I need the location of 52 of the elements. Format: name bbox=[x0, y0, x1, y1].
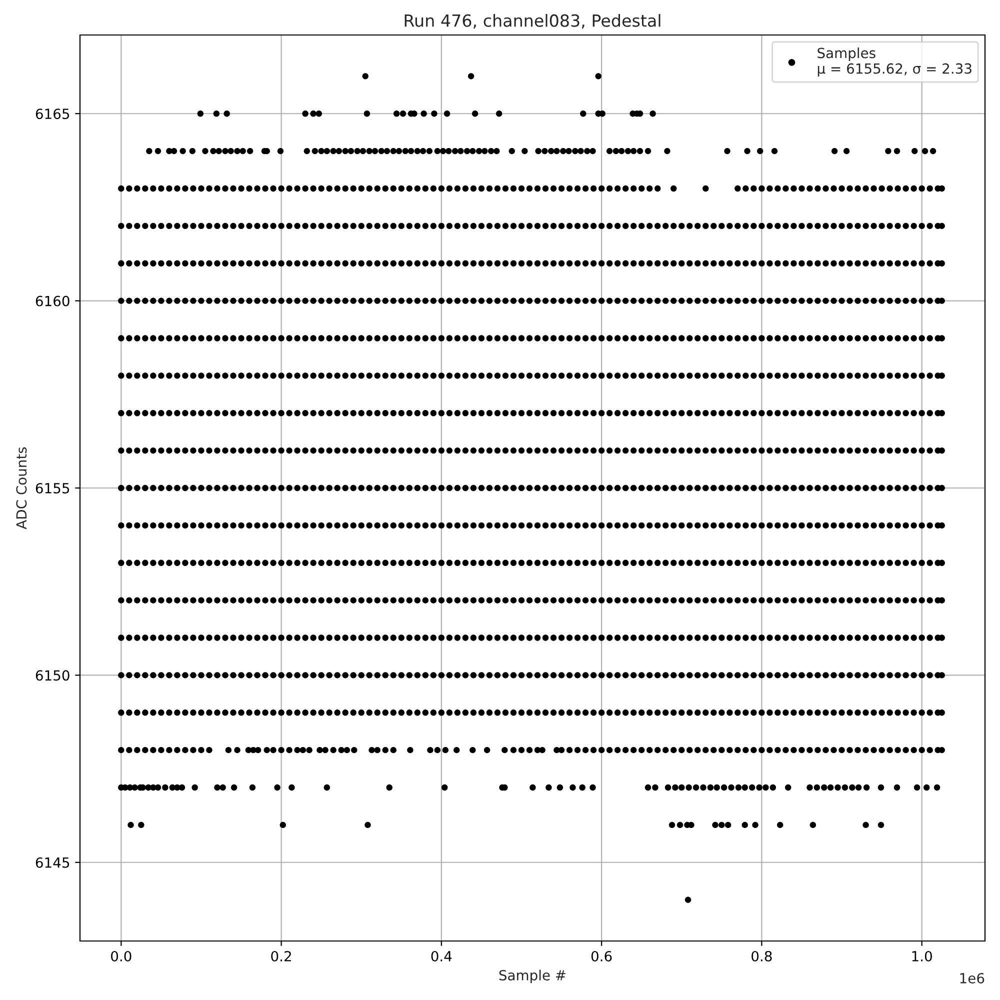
point bbox=[472, 110, 478, 117]
point bbox=[688, 822, 694, 828]
chart-title: Run 476, channel083, Pedestal bbox=[404, 14, 660, 29]
point bbox=[393, 110, 400, 117]
point bbox=[595, 73, 602, 80]
point bbox=[777, 822, 784, 828]
y-tick-label: 6150 bbox=[36, 670, 70, 681]
point bbox=[128, 822, 134, 828]
x-tick-label: 0.0 bbox=[111, 950, 132, 962]
point bbox=[420, 110, 427, 117]
point bbox=[362, 73, 368, 80]
point bbox=[224, 110, 230, 117]
x-tick-label: 0.8 bbox=[752, 950, 772, 962]
point bbox=[310, 110, 316, 117]
point bbox=[364, 822, 371, 828]
point bbox=[810, 822, 816, 828]
point bbox=[580, 110, 586, 117]
point bbox=[280, 822, 286, 828]
x-axis-title: Sample # bbox=[499, 970, 566, 984]
legend-label: Samples μ = 6155.62, σ = 2.33 bbox=[818, 48, 972, 76]
point bbox=[878, 822, 884, 828]
x-tick-label: 0.2 bbox=[271, 950, 291, 962]
y-tick-label: 6145 bbox=[36, 857, 70, 868]
text: 1e6 bbox=[960, 972, 984, 984]
point bbox=[316, 110, 322, 117]
point bbox=[862, 822, 869, 828]
point bbox=[364, 110, 370, 117]
point bbox=[431, 110, 438, 117]
x-tick-label: 1.0 bbox=[912, 950, 932, 962]
point bbox=[400, 110, 406, 117]
x-tick-label: 0.4 bbox=[431, 950, 452, 962]
point bbox=[712, 822, 718, 828]
point bbox=[468, 73, 474, 80]
y-tick-label: 6155 bbox=[36, 482, 70, 494]
point bbox=[752, 822, 758, 828]
point bbox=[684, 896, 692, 903]
point bbox=[444, 110, 450, 117]
point bbox=[138, 822, 144, 828]
y-tick-label: 6165 bbox=[36, 108, 70, 120]
point bbox=[668, 822, 676, 828]
point bbox=[676, 822, 684, 828]
point bbox=[724, 822, 732, 828]
point bbox=[650, 110, 656, 117]
point bbox=[302, 110, 308, 117]
point bbox=[496, 110, 502, 117]
point bbox=[197, 110, 204, 117]
point bbox=[213, 110, 220, 117]
y-axis-title: ADC Counts bbox=[16, 447, 27, 530]
x-tick-label: 0.6 bbox=[591, 950, 612, 962]
y-tick-label: 6160 bbox=[36, 296, 70, 306]
point bbox=[742, 822, 748, 828]
point bbox=[718, 822, 725, 828]
